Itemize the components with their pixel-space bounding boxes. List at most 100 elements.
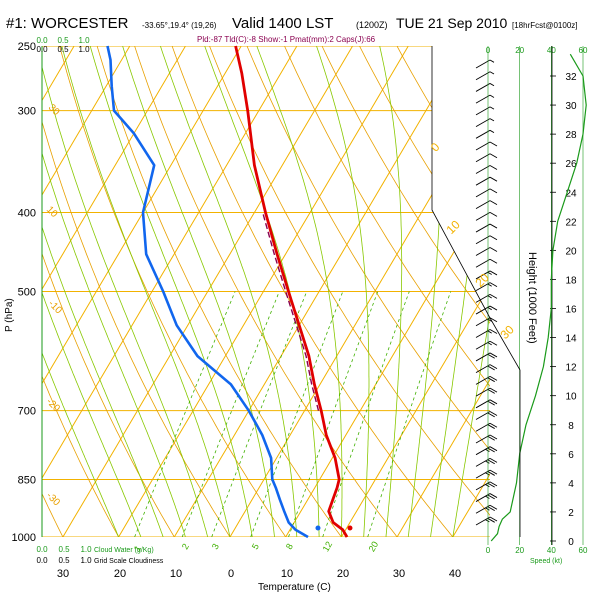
isotherm-line xyxy=(62,46,354,537)
wind-barb-staff xyxy=(475,469,491,479)
wind-barb-staff xyxy=(475,258,491,268)
pressure-tick-label: 850 xyxy=(18,474,36,486)
wind-barb-staff xyxy=(475,375,491,385)
wind-barb-flag xyxy=(489,317,498,323)
wind-barb-flag xyxy=(489,153,498,159)
wind-barb-flag xyxy=(489,493,498,498)
wind-barb-flag xyxy=(489,516,498,522)
cloud-water-tick: 0.0 xyxy=(36,545,48,554)
height-tick-label: 22 xyxy=(565,217,577,228)
wind-barb-flag xyxy=(489,293,498,299)
height-tick-label: 4 xyxy=(568,479,574,490)
height-tick-label: 6 xyxy=(568,450,574,461)
wind-barb xyxy=(475,446,498,456)
wind-barb-staff xyxy=(475,282,491,292)
height-tick-label: 18 xyxy=(565,275,577,286)
moist-adiabat-line xyxy=(42,46,164,537)
wind-barb-staff xyxy=(475,153,491,163)
cloud-water-label: Cloud Water (g/Kg) xyxy=(94,547,154,554)
wind-barb-staff xyxy=(475,200,491,210)
frame-edge xyxy=(431,46,521,537)
speed-axis-title: Speed (kt) xyxy=(530,558,562,565)
wind-barb xyxy=(475,129,495,139)
wind-barb-flag xyxy=(489,411,498,416)
wind-barb xyxy=(475,223,498,233)
wind-barb xyxy=(475,317,498,327)
wind-barb-staff xyxy=(475,411,491,420)
stability-indices: Pld:-87 Tld(C):-8 Show:-1 Pmat(mm):2 Cap… xyxy=(197,35,376,44)
wind-barb-half xyxy=(485,519,490,523)
wind-barb-half xyxy=(489,118,495,122)
wind-barb-half xyxy=(485,460,490,464)
wind-barb xyxy=(475,481,498,491)
mixing-ratio-line xyxy=(367,291,452,537)
wind-barb-staff xyxy=(475,399,491,409)
wind-barb-flag xyxy=(489,458,498,463)
pressure-tick-label: 300 xyxy=(18,106,36,118)
wind-barb-staff xyxy=(475,516,491,526)
station-coords: -33.65°,19.4° (19,26) xyxy=(142,21,217,30)
wind-barb-flag xyxy=(489,223,498,229)
height-tick-label: 32 xyxy=(565,72,577,83)
moist-adiabat-line xyxy=(42,46,186,537)
height-tick-label: 20 xyxy=(565,246,577,257)
utc-time: (1200Z) xyxy=(356,20,388,30)
wind-barb-flag xyxy=(489,329,498,334)
mixing-ratio-label: 5 xyxy=(250,542,261,551)
pressure-tick-label: 500 xyxy=(18,287,36,299)
wind-barb-flag xyxy=(489,282,498,288)
wind-barb-staff xyxy=(475,141,491,151)
wind-barb-flag xyxy=(487,377,495,383)
pressure-tick-label: 250 xyxy=(18,41,36,53)
mixing-ratio-line xyxy=(211,291,308,537)
wind-barb xyxy=(475,504,498,514)
wind-barb-staff xyxy=(475,329,491,338)
speed-tick-bottom: 0 xyxy=(486,546,491,555)
wind-barb-staff xyxy=(475,458,491,467)
wind-barb-half xyxy=(489,59,495,63)
wind-barb xyxy=(475,165,498,174)
wind-barb-flag xyxy=(487,517,495,523)
moist-adiabat-line xyxy=(379,46,403,537)
wind-barb xyxy=(475,235,498,245)
wind-barb xyxy=(475,153,498,163)
dry-adiabat-line xyxy=(59,46,287,537)
speed-profile: 0020204040606002468101214161820222426283… xyxy=(486,46,588,555)
mixing-ratio-label: 12 xyxy=(321,540,335,554)
moist-adiabat-line xyxy=(204,46,320,537)
background-grid xyxy=(42,46,490,537)
isotherm-line xyxy=(42,46,298,537)
wind-barb-staff xyxy=(475,247,491,256)
wind-barb xyxy=(475,364,498,374)
wind-barb-flag xyxy=(487,435,495,441)
wind-barb-staff xyxy=(475,71,491,81)
mixing-ratio-line xyxy=(181,291,280,537)
wind-barb-flag xyxy=(487,459,495,465)
wind-barb-half xyxy=(489,106,495,110)
wind-barb-half xyxy=(485,507,490,511)
date-label: TUE 21 Sep 2010 xyxy=(396,15,508,31)
wind-barb-flag xyxy=(489,200,498,206)
wind-barb xyxy=(475,293,498,303)
wind-barb-flag xyxy=(489,387,498,393)
height-tick-label: 28 xyxy=(565,130,577,141)
wind-profile xyxy=(475,59,498,526)
wind-barb xyxy=(475,211,498,221)
moist-adiabat-line xyxy=(316,46,370,537)
wind-barb-flag xyxy=(487,482,495,488)
wind-barb-staff xyxy=(475,129,491,139)
wind-barb xyxy=(475,411,498,420)
wind-barb-half xyxy=(489,129,495,133)
wind-barb-flag xyxy=(487,353,495,359)
wind-barb-half xyxy=(487,283,492,287)
speed-tick-top: 60 xyxy=(579,46,588,55)
speed-tick-bottom: 60 xyxy=(579,546,588,555)
wind-barb-staff xyxy=(475,211,491,221)
temperature-tick-label: 0 xyxy=(228,568,234,580)
speed-tick-top: 20 xyxy=(515,46,524,55)
wind-barb-staff xyxy=(475,352,491,362)
wind-barb-half xyxy=(485,495,490,499)
top-scale-green-label: 0.5 xyxy=(57,36,69,45)
temperature-tick-label: 40 xyxy=(449,568,461,580)
wind-barb xyxy=(475,493,498,502)
